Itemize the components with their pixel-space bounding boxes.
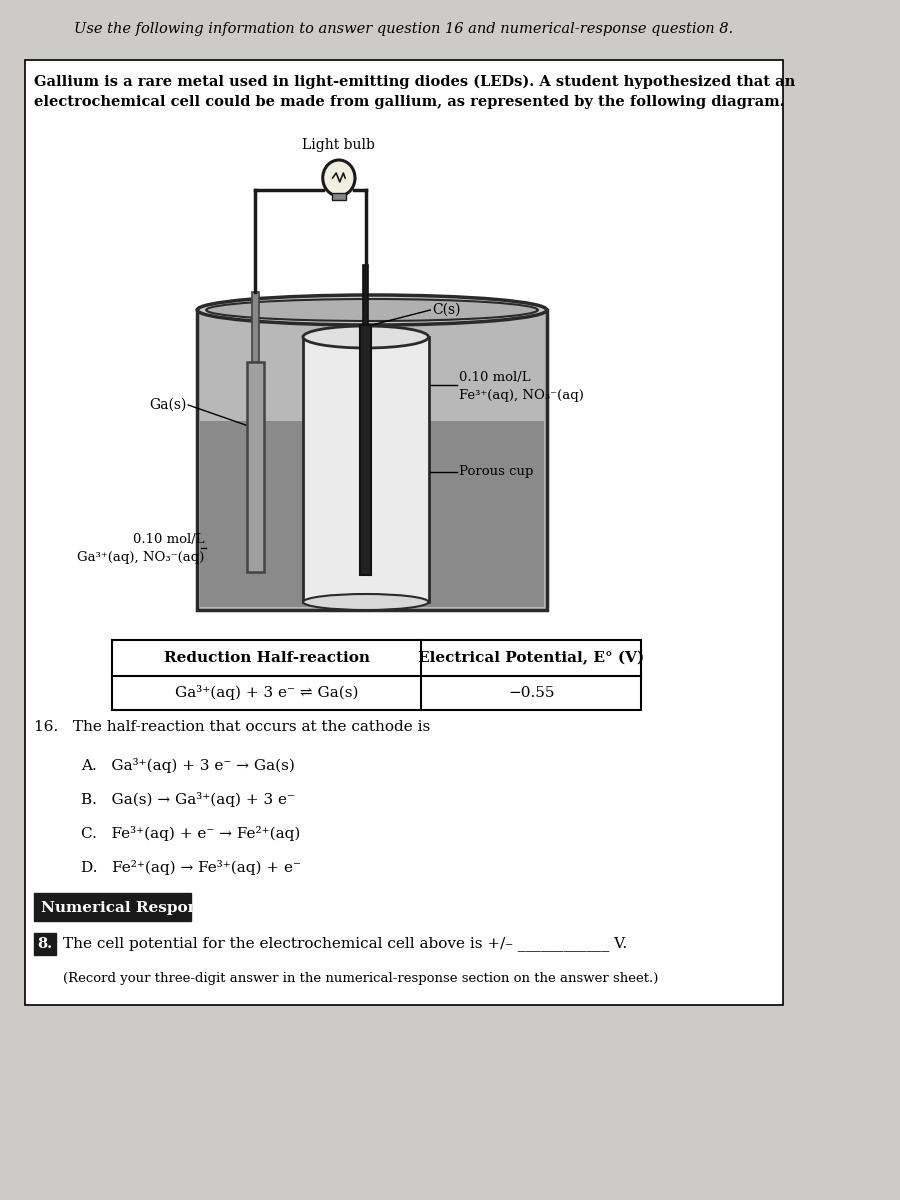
FancyBboxPatch shape [252, 292, 259, 362]
Text: Light bulb: Light bulb [302, 138, 375, 152]
Text: D.   Fe²⁺(aq) → Fe³⁺(aq) + e⁻: D. Fe²⁺(aq) → Fe³⁺(aq) + e⁻ [81, 860, 301, 875]
FancyBboxPatch shape [25, 60, 783, 1006]
Text: Fe³⁺(aq), NO₃⁻(aq): Fe³⁺(aq), NO₃⁻(aq) [459, 389, 584, 402]
Text: Numerical Response: Numerical Response [41, 901, 218, 914]
Text: 16.   The half-reaction that occurs at the cathode is: 16. The half-reaction that occurs at the… [34, 720, 430, 734]
FancyBboxPatch shape [34, 934, 56, 955]
FancyBboxPatch shape [200, 421, 544, 607]
Text: C(s): C(s) [432, 302, 461, 317]
Text: A.   Ga³⁺(aq) + 3 e⁻ → Ga(s): A. Ga³⁺(aq) + 3 e⁻ → Ga(s) [81, 758, 294, 773]
FancyBboxPatch shape [363, 265, 368, 325]
Text: Ga³⁺(aq), NO₃⁻(aq): Ga³⁺(aq), NO₃⁻(aq) [77, 551, 204, 564]
FancyBboxPatch shape [197, 310, 547, 610]
Circle shape [323, 160, 355, 196]
Text: Use the following information to answer question 16 and numerical-response quest: Use the following information to answer … [74, 22, 733, 36]
FancyBboxPatch shape [247, 362, 265, 572]
Text: −0.55: −0.55 [508, 686, 554, 700]
Text: Gallium is a rare metal used in light-emitting diodes (LEDs). A student hypothes: Gallium is a rare metal used in light-em… [34, 74, 796, 89]
Text: 0.10 mol/L: 0.10 mol/L [133, 534, 204, 546]
Text: B.   Ga(s) → Ga³⁺(aq) + 3 e⁻: B. Ga(s) → Ga³⁺(aq) + 3 e⁻ [81, 792, 294, 806]
Text: 8.: 8. [37, 937, 52, 950]
Text: 0.10 mol/L: 0.10 mol/L [459, 372, 531, 384]
FancyBboxPatch shape [303, 337, 428, 602]
Ellipse shape [303, 594, 428, 610]
Text: Porous cup: Porous cup [459, 466, 534, 479]
Text: Electrical Potential, E° (V): Electrical Potential, E° (V) [418, 650, 644, 665]
Text: (Record your three-digit answer in the numerical-response section on the answer : (Record your three-digit answer in the n… [63, 972, 658, 985]
FancyBboxPatch shape [34, 893, 191, 922]
Ellipse shape [303, 326, 428, 348]
Ellipse shape [197, 295, 547, 325]
FancyBboxPatch shape [112, 640, 641, 710]
FancyBboxPatch shape [360, 325, 371, 575]
Text: Ga³⁺(aq) + 3 e⁻ ⇌ Ga(s): Ga³⁺(aq) + 3 e⁻ ⇌ Ga(s) [175, 685, 358, 701]
Text: electrochemical cell could be made from gallium, as represented by the following: electrochemical cell could be made from … [34, 95, 785, 109]
Ellipse shape [206, 299, 538, 320]
Text: C.   Fe³⁺(aq) + e⁻ → Fe²⁺(aq): C. Fe³⁺(aq) + e⁻ → Fe²⁺(aq) [81, 826, 300, 841]
Text: Ga(s): Ga(s) [149, 398, 186, 412]
Text: Reduction Half-reaction: Reduction Half-reaction [164, 650, 370, 665]
Text: The cell potential for the electrochemical cell above is +/– ____________ V.: The cell potential for the electrochemic… [63, 936, 627, 952]
FancyBboxPatch shape [332, 193, 346, 200]
